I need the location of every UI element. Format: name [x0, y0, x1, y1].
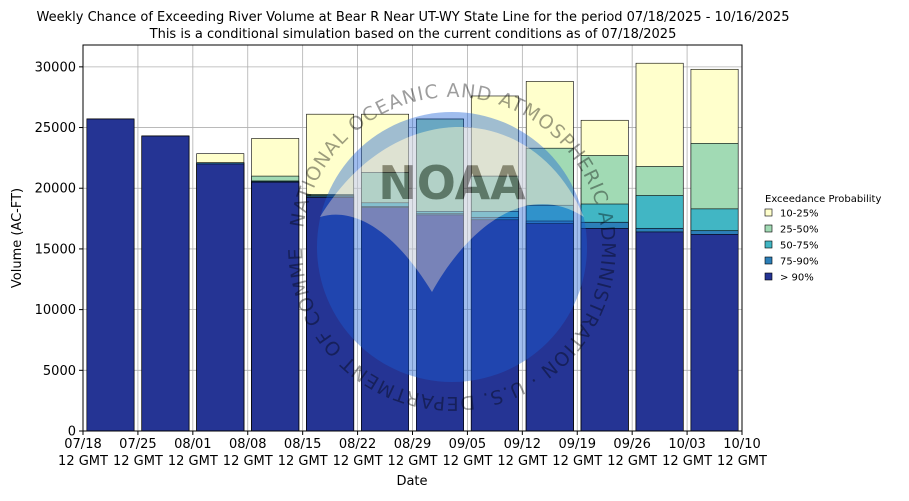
legend-swatch [764, 256, 773, 265]
legend-label: 25-50% [780, 225, 819, 236]
x-tick-label-date: 07/25 [119, 437, 156, 452]
y-tick-label: 30000 [35, 60, 76, 75]
x-tick-label-time: 12 GMT [552, 454, 602, 469]
x-tick-label-time: 12 GMT [442, 454, 492, 469]
legend-swatch [764, 240, 773, 249]
bars-group [86, 62, 739, 432]
legend-swatch [764, 272, 773, 281]
x-tick-label-time: 12 GMT [497, 454, 547, 469]
x-tick-label-time: 12 GMT [58, 454, 108, 469]
x-tick-label-time: 12 GMT [333, 454, 383, 469]
bar-segment [470, 219, 519, 432]
x-axis-label: Date [396, 474, 427, 489]
bar-segment [416, 214, 464, 432]
y-tick-label: 25000 [35, 121, 76, 136]
legend-swatch [764, 224, 773, 233]
bar-segment [690, 234, 739, 432]
watermark-gull [320, 127, 584, 292]
x-tick-label-date: 09/05 [449, 437, 486, 452]
x-tick-label-time: 12 GMT [278, 454, 328, 469]
x-tick-label-time: 12 GMT [607, 454, 657, 469]
x-tick-label-date: 08/29 [394, 437, 431, 452]
x-tick-label-date: 09/19 [559, 437, 596, 452]
bar-segment [361, 207, 409, 432]
x-tick-label-time: 12 GMT [662, 454, 712, 469]
legend-label: 50-75% [780, 241, 819, 252]
x-tick-label-date: 10/03 [668, 437, 705, 452]
y-tick-label: 15000 [35, 242, 76, 257]
legend-label: > 90% [780, 273, 814, 284]
x-tick-label-time: 12 GMT [223, 454, 273, 469]
chart-subtitle: This is a conditional simulation based o… [149, 27, 677, 42]
bar-segment [525, 223, 574, 432]
x-tick-label-date: 10/10 [723, 437, 760, 452]
y-tick-label: 0 [68, 425, 76, 440]
y-tick-label: 10000 [35, 303, 76, 318]
x-tick-label-time: 12 GMT [717, 454, 767, 469]
bar-segment [580, 227, 629, 432]
x-tick-label-date: 08/22 [339, 437, 376, 452]
x-tick-label-date: 08/08 [229, 437, 266, 452]
legend-title: Exceedance Probability [765, 194, 881, 205]
legend-swatch [764, 208, 773, 217]
x-tick-label-date: 07/18 [64, 437, 101, 452]
x-tick-label-date: 09/26 [613, 437, 650, 452]
x-tick-label-time: 12 GMT [168, 454, 218, 469]
legend: Exceedance Probability 10-25% 25-50% 50-75… [764, 194, 881, 284]
bar-segment [141, 135, 190, 432]
y-tick-label: 5000 [43, 364, 76, 379]
watermark-text: NOAA [378, 156, 526, 210]
x-tick-label-date: 08/15 [284, 437, 321, 452]
legend-label: 75-90% [780, 257, 819, 268]
y-axis-label: Volume (AC-FT) [10, 188, 25, 288]
legend-label: 10-25% [780, 209, 819, 220]
y-tick-label: 20000 [35, 182, 76, 197]
x-tick-label-time: 12 GMT [388, 454, 438, 469]
x-tick-label-date: 08/01 [174, 437, 211, 452]
chart-title: Weekly Chance of Exceeding River Volume … [37, 10, 790, 25]
x-tick-label-date: 09/12 [504, 437, 541, 452]
watermark-disc [317, 112, 587, 382]
bar-segment [86, 118, 135, 432]
axes-group: 0 5000 10000 15000 20000 25000 30000 07/18 12 GM… [35, 44, 767, 469]
bar-segment [635, 231, 684, 432]
bar-segment [306, 197, 355, 432]
x-tick-label-time: 12 GMT [113, 454, 163, 469]
bar-segment [196, 163, 245, 432]
